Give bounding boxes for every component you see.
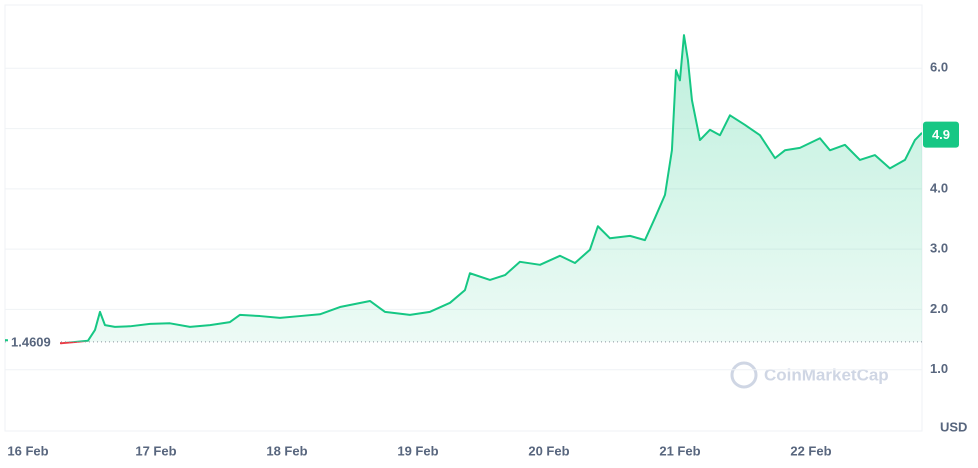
x-tick-label: 19 Feb	[397, 443, 438, 458]
price-badge	[923, 121, 959, 148]
x-tick-label: 20 Feb	[528, 443, 569, 458]
x-tick-label: 22 Feb	[790, 443, 831, 458]
price-badge-label: 4.9	[932, 127, 950, 142]
y-tick-label: 1.0	[930, 361, 948, 376]
y-tick-label: 2.0	[930, 301, 948, 316]
currency-label: USD	[940, 419, 967, 434]
watermark: CoinMarketCap	[764, 365, 889, 384]
x-tick-label: 16 Feb	[7, 443, 48, 458]
x-tick-label: 18 Feb	[266, 443, 307, 458]
y-tick-label: 3.0	[930, 241, 948, 256]
x-tick-label: 21 Feb	[659, 443, 700, 458]
y-tick-label: 6.0	[930, 60, 948, 75]
watermark-logo	[730, 361, 758, 389]
baseline-label: 1.4609	[11, 334, 51, 349]
x-tick-label: 17 Feb	[135, 443, 176, 458]
baseline-label-bg	[8, 332, 60, 351]
price-area	[5, 35, 922, 342]
price-line	[5, 34, 922, 342]
y-tick-label: 4.0	[930, 180, 948, 195]
